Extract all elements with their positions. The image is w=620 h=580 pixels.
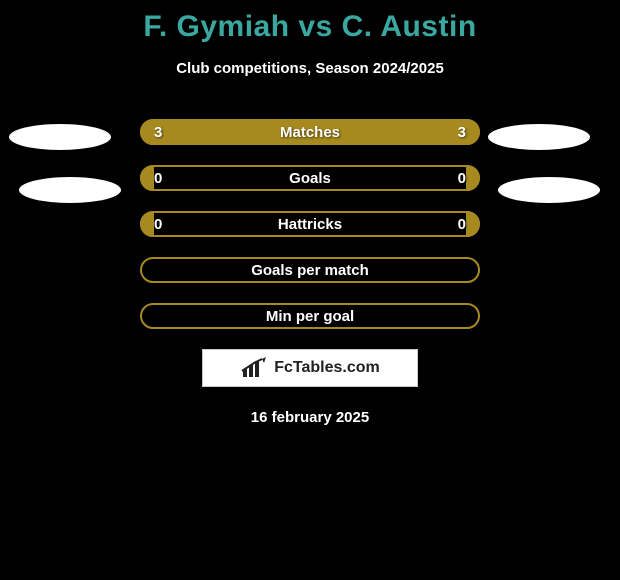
- stat-row-hattricks: 0 Hattricks 0: [140, 211, 480, 237]
- stats-area: 3 Matches 3 0 Goals 0 0 Hattricks 0 Goal…: [0, 119, 620, 329]
- stat-row-goals-per-match: Goals per match: [140, 257, 480, 283]
- bar-chart-icon: [240, 357, 268, 379]
- date-text: 16 february 2025: [0, 409, 620, 426]
- stat-value-right: 0: [458, 211, 466, 237]
- stat-label: Matches: [140, 119, 480, 145]
- stat-label: Goals: [140, 165, 480, 191]
- stat-value-right: 3: [458, 119, 466, 145]
- stat-row-matches: 3 Matches 3: [140, 119, 480, 145]
- stat-value-right: 0: [458, 165, 466, 191]
- stat-row-goals: 0 Goals 0: [140, 165, 480, 191]
- stat-label: Goals per match: [140, 257, 480, 283]
- logo-text: FcTables.com: [274, 359, 380, 377]
- stat-label: Hattricks: [140, 211, 480, 237]
- fctables-logo-box[interactable]: FcTables.com: [202, 349, 418, 387]
- subtitle: Club competitions, Season 2024/2025: [0, 60, 620, 77]
- page-title: F. Gymiah vs C. Austin: [0, 0, 620, 44]
- stat-row-min-per-goal: Min per goal: [140, 303, 480, 329]
- stat-label: Min per goal: [140, 303, 480, 329]
